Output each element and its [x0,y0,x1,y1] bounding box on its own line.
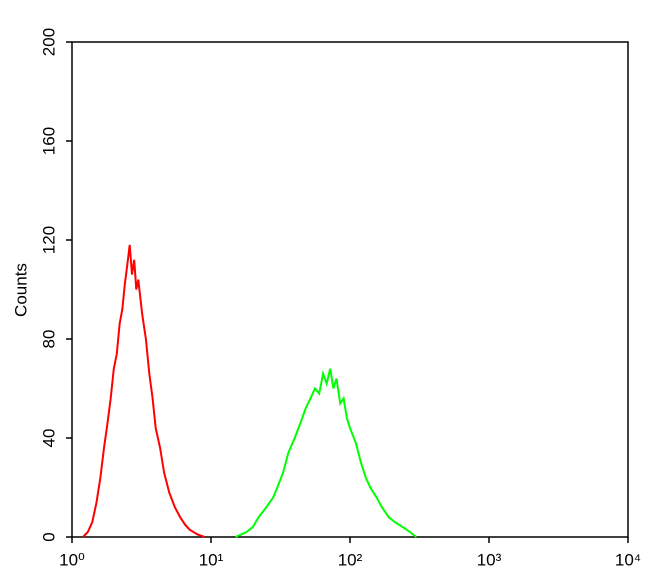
y-tick-label: 200 [39,28,58,56]
y-tick-label: 120 [39,226,58,254]
histogram-line [82,244,205,538]
x-tick-label: 10³ [477,550,502,569]
x-tick-label: 10¹ [199,550,224,569]
y-axis-label: Counts [11,263,30,317]
histogram-line [235,368,417,538]
y-tick-label: 80 [39,330,58,349]
y-tick-label: 0 [39,532,58,541]
x-tick-label: 10² [338,550,363,569]
plot-frame [71,41,629,538]
x-tick-label: 10⁴ [615,550,641,569]
x-tick-label: 10⁰ [59,550,85,569]
y-tick-label: 160 [39,127,58,155]
y-tick-label: 40 [39,429,58,448]
